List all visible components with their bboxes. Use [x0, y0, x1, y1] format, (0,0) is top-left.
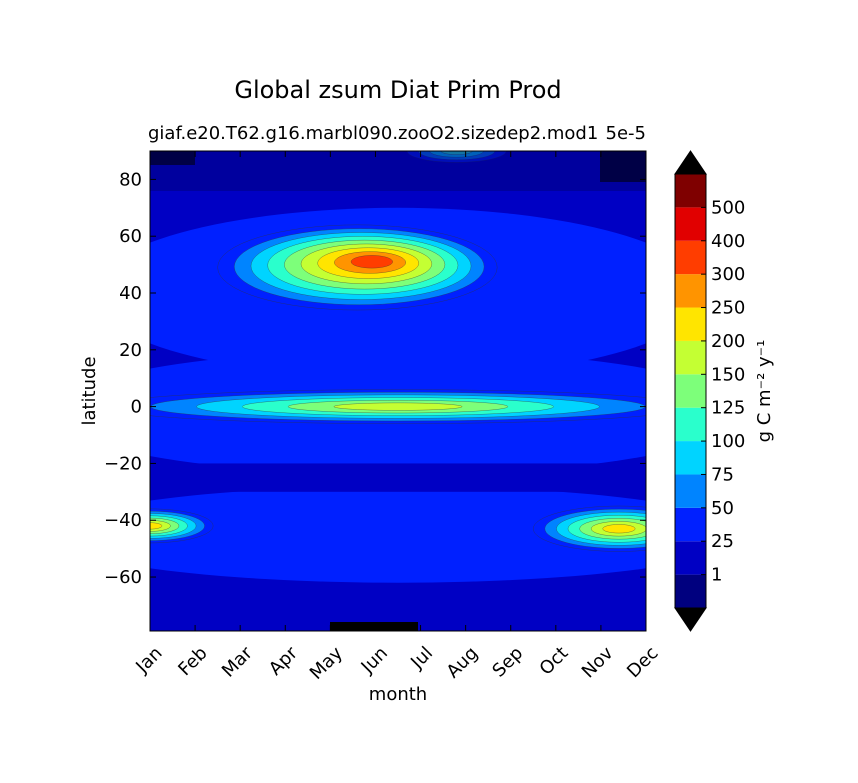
y-tick-label: 80 [119, 169, 142, 190]
contour-min-patch [330, 622, 418, 631]
colorbar-swatch [675, 374, 706, 408]
x-tick-label: Aug [443, 643, 483, 683]
colorbar-tick-label: 75 [711, 464, 734, 485]
y-axis-label: latitude [79, 356, 100, 425]
chart-title: Global zsum Diat Prim Prod [234, 76, 561, 104]
x-tick-label: Oct [536, 643, 573, 680]
colorbar-extend-max [674, 150, 707, 175]
colorbar-swatch [675, 340, 706, 375]
plot-frame [149, 150, 647, 632]
colorbar-frame [674, 173, 707, 609]
x-tick-label: Jul [406, 643, 437, 674]
colorbar-tick-label: 50 [711, 498, 734, 519]
y-tick-label: −40 [104, 510, 142, 531]
colorbar-tick-label: 1 [711, 565, 722, 586]
colorbar-swatch [675, 174, 706, 208]
contour-band [150, 463, 646, 492]
colorbar-tick-label: 250 [711, 298, 745, 319]
plot-area [150, 151, 646, 631]
x-axis-label: month [369, 684, 427, 705]
y-tick-label: 0 [131, 397, 142, 418]
chart-subtitle: giaf.e20.T62.g16.marbl090.zooO2.sizedep2… [148, 123, 598, 144]
y-tick-label: 60 [119, 226, 142, 247]
colorbar-tick-label: 100 [711, 431, 745, 452]
colorbar-tick-label: 25 [711, 531, 734, 552]
x-tick-label: Mar [218, 642, 257, 681]
x-tick-label: Apr [265, 642, 302, 679]
x-tick-label: Nov [578, 642, 618, 682]
contour-level-north-atlantic-bloom [350, 255, 393, 269]
x-tick-label: Dec [623, 643, 662, 682]
colorbar-tick-label: 200 [711, 331, 745, 352]
contour-band [150, 486, 646, 583]
colorbar-extend-min [674, 607, 707, 632]
x-tick-label: Sep [488, 643, 527, 682]
colorbar-swatch [675, 307, 706, 341]
colorbar-swatch [675, 474, 706, 508]
contour-level-southern-summer-east [602, 524, 636, 534]
colorbar-tick-label: 300 [711, 264, 745, 285]
chart-subtitle-right: 5e-5 [606, 123, 646, 144]
colorbar-swatch [675, 541, 706, 575]
colorbar-tick-label: 500 [711, 197, 745, 218]
colorbar-label: g C m⁻² y⁻¹ [754, 340, 775, 443]
colorbar-swatch [675, 574, 706, 608]
x-tick-label: Jan [131, 643, 166, 678]
y-tick-label: 20 [119, 340, 142, 361]
colorbar-swatch [675, 207, 706, 241]
y-axis: −60 −40 −20 0 20 40 60 80 [104, 169, 646, 588]
y-tick-label: −20 [104, 453, 142, 474]
contour-band [150, 151, 646, 191]
colorbar-swatch [675, 274, 706, 308]
contour-level-equatorial-band [333, 402, 463, 411]
colorbar-tick-label: 150 [711, 364, 745, 385]
colorbar-swatch [675, 240, 706, 275]
contour-fills [150, 151, 646, 631]
colorbar-swatch [675, 441, 706, 475]
colorbar-tick-label: 400 [711, 231, 745, 252]
colorbar-swatch [675, 507, 706, 542]
y-tick-label: −60 [104, 567, 142, 588]
x-tick-label: May [306, 642, 347, 683]
colorbar-swatch [675, 407, 706, 442]
x-tick-label: Feb [174, 643, 211, 680]
colorbar-tick-label: 125 [711, 398, 745, 419]
x-tick-label: Jun [357, 643, 392, 678]
y-tick-label: 40 [119, 283, 142, 304]
